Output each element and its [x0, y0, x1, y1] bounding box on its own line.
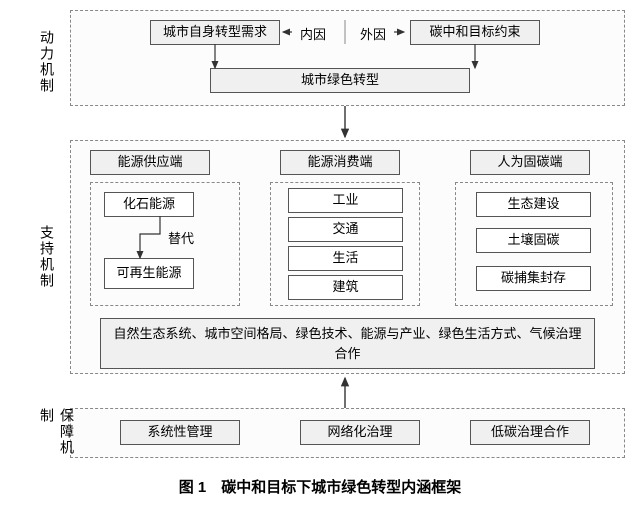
col2-item-3: 建筑 [288, 275, 403, 300]
inner-label: 内因 [300, 24, 326, 43]
col2-head: 能源消费端 [280, 150, 400, 175]
mid-bottom-wide: 自然生态系统、城市空间格局、绿色技术、能源与产业、绿色生活方式、气候治理合作 [100, 318, 595, 369]
section-3-label: 保障机制 [35, 408, 75, 470]
top-left-box: 城市自身转型需求 [150, 20, 280, 45]
col3-head: 人为固碳端 [470, 150, 590, 175]
center-box: 城市绿色转型 [210, 68, 470, 93]
col1-head: 能源供应端 [90, 150, 210, 175]
col1-b: 可再生能源 [104, 258, 194, 289]
col3-item-2: 碳捕集封存 [476, 266, 591, 291]
diagram-root: 动力机制 城市自身转型需求 碳中和目标约束 内因 外因 城市绿色转型 支持机制 … [10, 10, 630, 470]
figure-caption: 图 1 碳中和目标下城市绿色转型内涵框架 [10, 476, 630, 497]
top-right-box: 碳中和目标约束 [410, 20, 540, 45]
bot-item-1: 网络化治理 [300, 420, 420, 445]
col1-a: 化石能源 [104, 192, 194, 217]
col1-link-label: 替代 [168, 228, 194, 247]
bot-item-2: 低碳治理合作 [470, 420, 590, 445]
col2-item-1: 交通 [288, 217, 403, 242]
section-1-label: 动力机制 [35, 30, 55, 94]
section-2-label: 支持机制 [35, 225, 55, 289]
outer-label: 外因 [360, 24, 386, 43]
col2-item-2: 生活 [288, 246, 403, 271]
col2-item-0: 工业 [288, 188, 403, 213]
col3-item-0: 生态建设 [476, 192, 591, 217]
bot-item-0: 系统性管理 [120, 420, 240, 445]
col3-item-1: 土壤固碳 [476, 228, 591, 253]
